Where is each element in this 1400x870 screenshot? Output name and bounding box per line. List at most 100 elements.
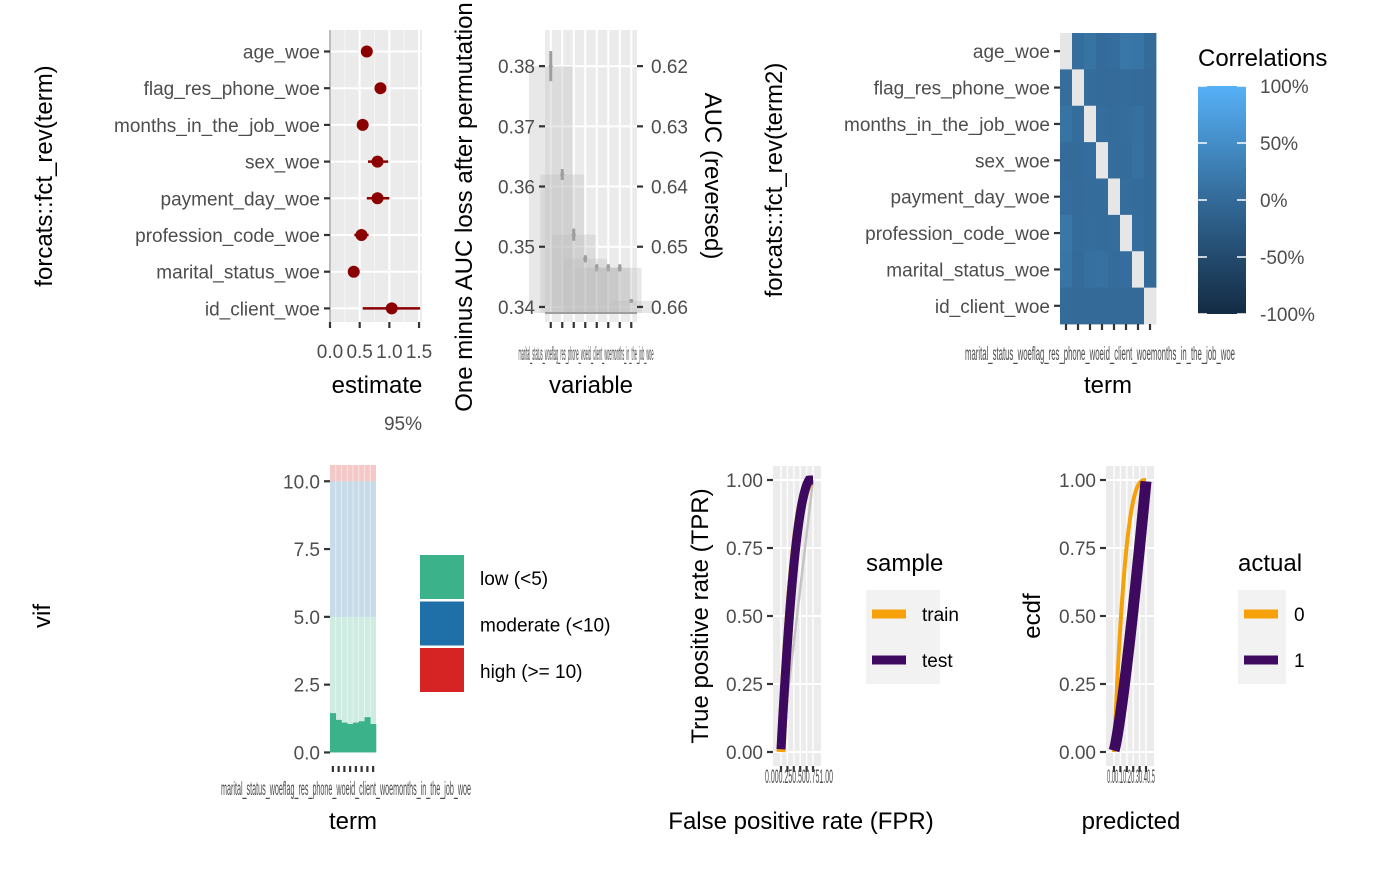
vif-panel: 0.0 2.5 5.0 7.5 10.0 marital_status_woeflag_… — [29, 465, 610, 835]
correlation-x-tick-labels: marital_status_woeflag_res_phone_woeid_c… — [965, 344, 1235, 365]
vif-y-tick-label: 10.0 — [283, 472, 320, 493]
roc-test-line — [776, 475, 813, 750]
ecdf-x-tick-labels: 0.00.10.20.30.40.5 — [1107, 767, 1155, 788]
correlation-legend-label: 50% — [1260, 134, 1298, 155]
ecdf-y-tick-label: 1.00 — [1059, 471, 1096, 492]
permutation-bar — [574, 267, 619, 313]
correlation-y-tick-label: marital_status_woe — [886, 260, 1050, 281]
permutation-bar — [563, 258, 608, 313]
coef-y-tick-label: flag_res_phone_woe — [144, 79, 320, 100]
correlation-cell — [1132, 251, 1145, 289]
roc-legend-label: test — [922, 651, 953, 672]
correlation-legend-title: Correlations — [1198, 45, 1327, 72]
vif-y-ticks: 0.0 2.5 5.0 7.5 10.0 — [283, 472, 330, 764]
roc-lines — [776, 475, 815, 753]
correlation-cell — [1132, 105, 1145, 143]
correlation-cell — [1132, 178, 1145, 216]
vif-bar — [358, 721, 365, 753]
permutation-marks — [528, 51, 654, 314]
permutation-bar — [540, 174, 585, 313]
ecdf-y-tick-label: 0.00 — [1059, 743, 1096, 764]
permutation-x-tick-labels: marital_status_woeflag_res_phone_woeid_c… — [519, 344, 654, 365]
permutation-point — [629, 298, 634, 303]
vif-y-axis-title: vif — [29, 604, 56, 628]
correlation-cell — [1096, 33, 1109, 70]
correlation-cell — [1096, 69, 1109, 107]
correlation-y-tick-label: profession_code_woe — [865, 224, 1050, 245]
permutation-y-tick-label: 0.37 — [498, 117, 535, 138]
correlation-cell — [1132, 214, 1145, 252]
roc-y-tick-label: 1.00 — [726, 471, 763, 492]
correlation-y-tick-label: age_woe — [973, 42, 1050, 63]
correlation-cell — [1084, 142, 1097, 179]
correlation-cell — [1072, 33, 1085, 70]
correlation-x-ticks — [1064, 324, 1152, 330]
coef-point — [385, 302, 398, 315]
correlation-cell — [1108, 214, 1121, 252]
permutation-y2-tick-label: 0.65 — [651, 238, 688, 259]
permutation-y2-tick-label: 0.62 — [651, 57, 688, 78]
correlation-x-axis-title: term — [1084, 372, 1132, 399]
correlation-cell — [1120, 178, 1133, 216]
correlation-cell — [1132, 33, 1145, 70]
correlation-legend: Correlations 100% 50% 0% -50% -100% — [1198, 45, 1327, 326]
correlation-legend-label: 0% — [1260, 191, 1288, 212]
coef-caption: 95% — [384, 414, 422, 435]
correlation-cell — [1108, 251, 1121, 289]
correlation-cell — [1072, 105, 1085, 143]
correlation-cell — [1096, 105, 1109, 143]
permutation-y-tick-label: 0.36 — [498, 178, 535, 199]
correlation-cell — [1072, 287, 1085, 325]
correlation-cell — [1072, 214, 1085, 252]
permutation-y-ticks: 0.34 0.35 0.36 0.37 0.38 — [498, 57, 545, 319]
coef-y-tick-label: profession_code_woe — [135, 226, 320, 247]
coef-y-ticks: age_woe flag_res_phone_woe months_in_the_j… — [114, 43, 330, 320]
permutation-y-axis-title: One minus AUC loss after permutation — [451, 2, 478, 412]
coef-x-ticks: 0.0 0.5 1.0 1.5 — [317, 322, 432, 363]
roc-legend: sample train test — [866, 550, 959, 684]
ecdf-legend-label: 1 — [1294, 651, 1305, 672]
permutation-bar — [609, 300, 654, 313]
permutation-point — [571, 232, 576, 237]
roc-y-tick-label: 0.75 — [726, 539, 763, 560]
correlation-cell — [1072, 178, 1085, 216]
correlation-cell — [1132, 142, 1145, 179]
coef-y-tick-label: months_in_the_job_woe — [114, 116, 320, 137]
permutation-y-tick-label: 0.38 — [498, 57, 535, 78]
vif-bar — [347, 723, 354, 753]
permutation-y2-tick-label: 0.66 — [651, 298, 688, 319]
correlation-cell — [1060, 105, 1073, 143]
correlation-cell — [1060, 33, 1073, 70]
roc-legend-label: train — [922, 605, 959, 626]
ecdf-x-axis-title: predicted — [1082, 808, 1181, 835]
correlation-cell — [1120, 142, 1133, 179]
correlation-cell — [1084, 214, 1097, 252]
vif-bar — [353, 722, 360, 753]
vif-x-tick-labels: marital_status_woeflag_res_phone_woeid_c… — [221, 779, 471, 800]
correlation-cell — [1108, 105, 1121, 143]
vif-legend-label: moderate (<10) — [480, 616, 610, 637]
permutation-point — [606, 265, 611, 270]
correlation-y-axis-title: forcats::fct_rev(term2) — [761, 63, 788, 298]
correlation-y-tick-label: flag_res_phone_woe — [874, 79, 1050, 100]
correlation-y-tick-label: sex_woe — [975, 151, 1050, 172]
correlation-cell — [1060, 287, 1073, 325]
ecdf-legend: actual 0 1 — [1238, 550, 1305, 684]
permutation-y2-tick-label: 0.64 — [651, 178, 688, 199]
coef-y-tick-label: age_woe — [243, 43, 320, 64]
permutation-bar — [528, 66, 573, 313]
correlation-legend-label: -100% — [1260, 305, 1315, 326]
correlation-legend-ticks: 100% 50% 0% -50% -100% — [1198, 77, 1315, 326]
ecdf-y-axis-title: ecdf — [1019, 593, 1046, 639]
ecdf-x-ticks — [1112, 766, 1148, 772]
correlation-cell — [1084, 69, 1097, 107]
permutation-panel: 0.340.350.360.370.38 0.620.630.640.650.6… — [451, 2, 726, 412]
correlation-cell — [1144, 69, 1157, 107]
roc-legend-key-background — [866, 590, 940, 684]
permutation-point — [617, 265, 622, 270]
roc-y-tick-label: 0.50 — [726, 607, 763, 628]
coef-gridlines — [329, 30, 422, 322]
correlation-cell — [1108, 69, 1121, 107]
correlation-cell — [1072, 69, 1085, 107]
correlation-y-tick-label: months_in_the_job_woe — [844, 115, 1050, 136]
